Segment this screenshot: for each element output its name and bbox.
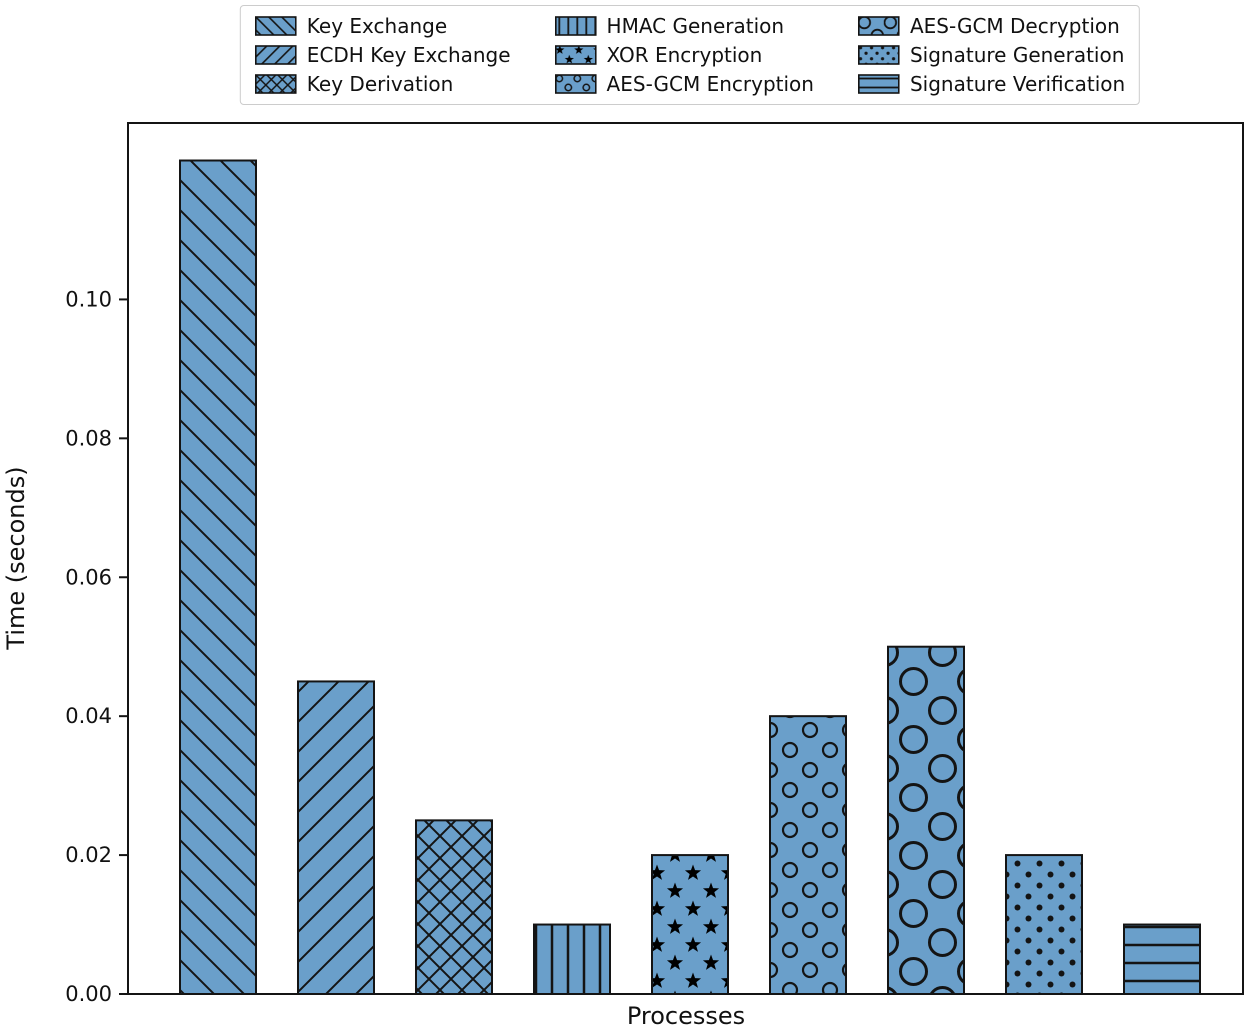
y-tick-label: 0.00 xyxy=(65,982,112,1006)
y-tick-label: 0.10 xyxy=(65,287,112,311)
legend-item-ecdh-key-exchange: ECDH Key Exchange xyxy=(255,43,511,67)
bar-signature-verification xyxy=(1123,923,1201,995)
legend-item-aes-gcm-decryption: AES-GCM Decryption xyxy=(858,14,1125,38)
legend-item-signature-generation: Signature Generation xyxy=(858,43,1125,67)
legend-label: Signature Verification xyxy=(909,72,1126,96)
y-axis-label: Time (seconds) xyxy=(2,466,30,650)
legend-label: AES-GCM Decryption xyxy=(909,14,1120,38)
y-tick-label: 0.04 xyxy=(65,704,112,728)
bar-hmac-generation xyxy=(533,923,611,995)
bar-ecdh-key-exchange xyxy=(297,680,375,995)
legend-label: HMAC Generation xyxy=(606,14,785,38)
x-axis-label: Processes xyxy=(626,1002,746,1030)
bar-xor-encryption xyxy=(651,854,729,995)
legend-swatch-signature-generation-icon xyxy=(858,45,900,65)
legend-swatch-aes-gcm-encryption-icon xyxy=(554,74,597,94)
legend-label: ECDH Key Exchange xyxy=(306,43,511,67)
legend-label: Key Exchange xyxy=(306,14,448,38)
y-tick-label: 0.08 xyxy=(65,426,112,450)
legend-label: Key Derivation xyxy=(306,72,454,96)
legend-swatch-key-derivation-icon xyxy=(255,74,297,94)
legend-label: AES-GCM Encryption xyxy=(606,72,814,96)
bar-aes-gcm-decryption xyxy=(887,645,965,995)
y-tick-label: 0.06 xyxy=(65,565,112,589)
bar-key-derivation xyxy=(415,819,493,995)
chart-legend: Key Exchange ECDH Key Exchange Key Derivat… xyxy=(239,5,1141,105)
legend-swatch-key-exchange-icon xyxy=(255,16,297,36)
legend-item-key-derivation: Key Derivation xyxy=(255,72,511,96)
legend-swatch-xor-encryption-icon xyxy=(554,45,597,65)
legend-label: XOR Encryption xyxy=(606,43,763,67)
axes-frame xyxy=(127,122,1244,995)
legend-item-xor-encryption: XOR Encryption xyxy=(554,43,814,67)
bar-signature-generation xyxy=(1005,854,1083,995)
legend-swatch-signature-verification-icon xyxy=(858,74,900,94)
legend-item-key-exchange: Key Exchange xyxy=(255,14,511,38)
legend-swatch-hmac-generation-icon xyxy=(554,16,597,36)
bar-key-exchange xyxy=(179,159,257,995)
legend-item-signature-verification: Signature Verification xyxy=(858,72,1125,96)
legend-swatch-aes-gcm-decryption-icon xyxy=(858,16,900,36)
legend-item-hmac-generation: HMAC Generation xyxy=(554,14,814,38)
legend-swatch-ecdh-key-exchange-icon xyxy=(255,45,297,65)
legend-label: Signature Generation xyxy=(909,43,1125,67)
bar-aes-gcm-encryption xyxy=(769,715,847,995)
y-tick-label: 0.02 xyxy=(65,843,112,867)
legend-item-aes-gcm-encryption: AES-GCM Encryption xyxy=(554,72,814,96)
